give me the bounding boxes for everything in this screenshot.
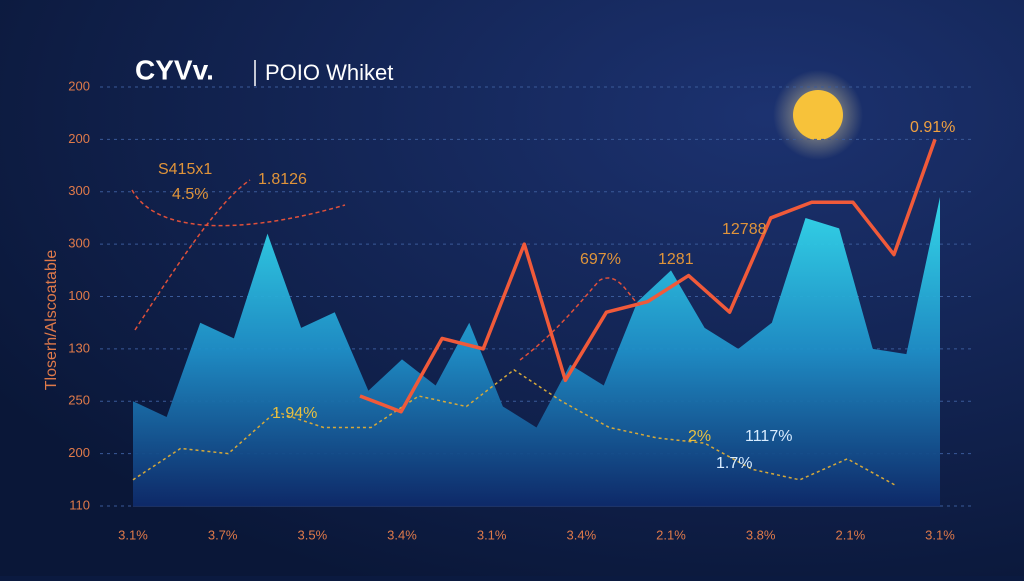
annotation: S415x1	[158, 161, 212, 178]
x-tick-label: 2.1%	[656, 527, 686, 542]
annotation: 2%	[688, 428, 711, 445]
y-tick-label: 300	[68, 183, 90, 198]
annotation: 12788	[722, 221, 767, 238]
y-tick-label: 200	[68, 131, 90, 146]
y-tick-label: 130	[68, 340, 90, 355]
decor-curve	[519, 277, 641, 361]
line	[359, 138, 937, 414]
x-tick-label: 3.5%	[298, 527, 328, 542]
y-axis-title: Tloserh/Alscoatable	[43, 250, 60, 391]
annotation: 1.8126	[258, 171, 307, 188]
chart-title: POIO Whiket	[265, 60, 393, 85]
brand: CYVv.	[135, 54, 214, 85]
annotation: 1117%	[745, 428, 792, 445]
decor-curve	[131, 189, 346, 227]
y-tick-label: 100	[68, 288, 90, 303]
x-tick-label: 3.8%	[746, 527, 776, 542]
annotation: 0.91%	[910, 119, 955, 136]
y-tick-label: 200	[68, 445, 90, 460]
emoji	[793, 90, 843, 140]
x-tick-label: 3.1%	[118, 527, 148, 542]
y-tick-label: 250	[68, 393, 90, 408]
area	[133, 196, 940, 507]
x-tick-label: 3.4%	[567, 527, 597, 542]
x-tick-label: 3.4%	[387, 527, 417, 542]
annotation: 697%	[580, 251, 621, 268]
dashed-line	[132, 368, 896, 486]
y-tick-label: 110	[69, 497, 90, 512]
annotation: 4.5%	[172, 186, 208, 203]
y-tick-label: 300	[68, 236, 90, 251]
decor-curve	[134, 179, 251, 331]
annotation: 1.7%	[716, 455, 752, 472]
x-tick-label: 3.1%	[477, 527, 507, 542]
annotation: 1.94%	[272, 405, 317, 422]
y-tick-label: 200	[68, 78, 90, 93]
x-tick-label: 3.1%	[925, 527, 955, 542]
x-tick-label: 3.7%	[208, 527, 238, 542]
annotation: 1281	[658, 251, 694, 268]
x-tick-label: 2.1%	[836, 527, 866, 542]
